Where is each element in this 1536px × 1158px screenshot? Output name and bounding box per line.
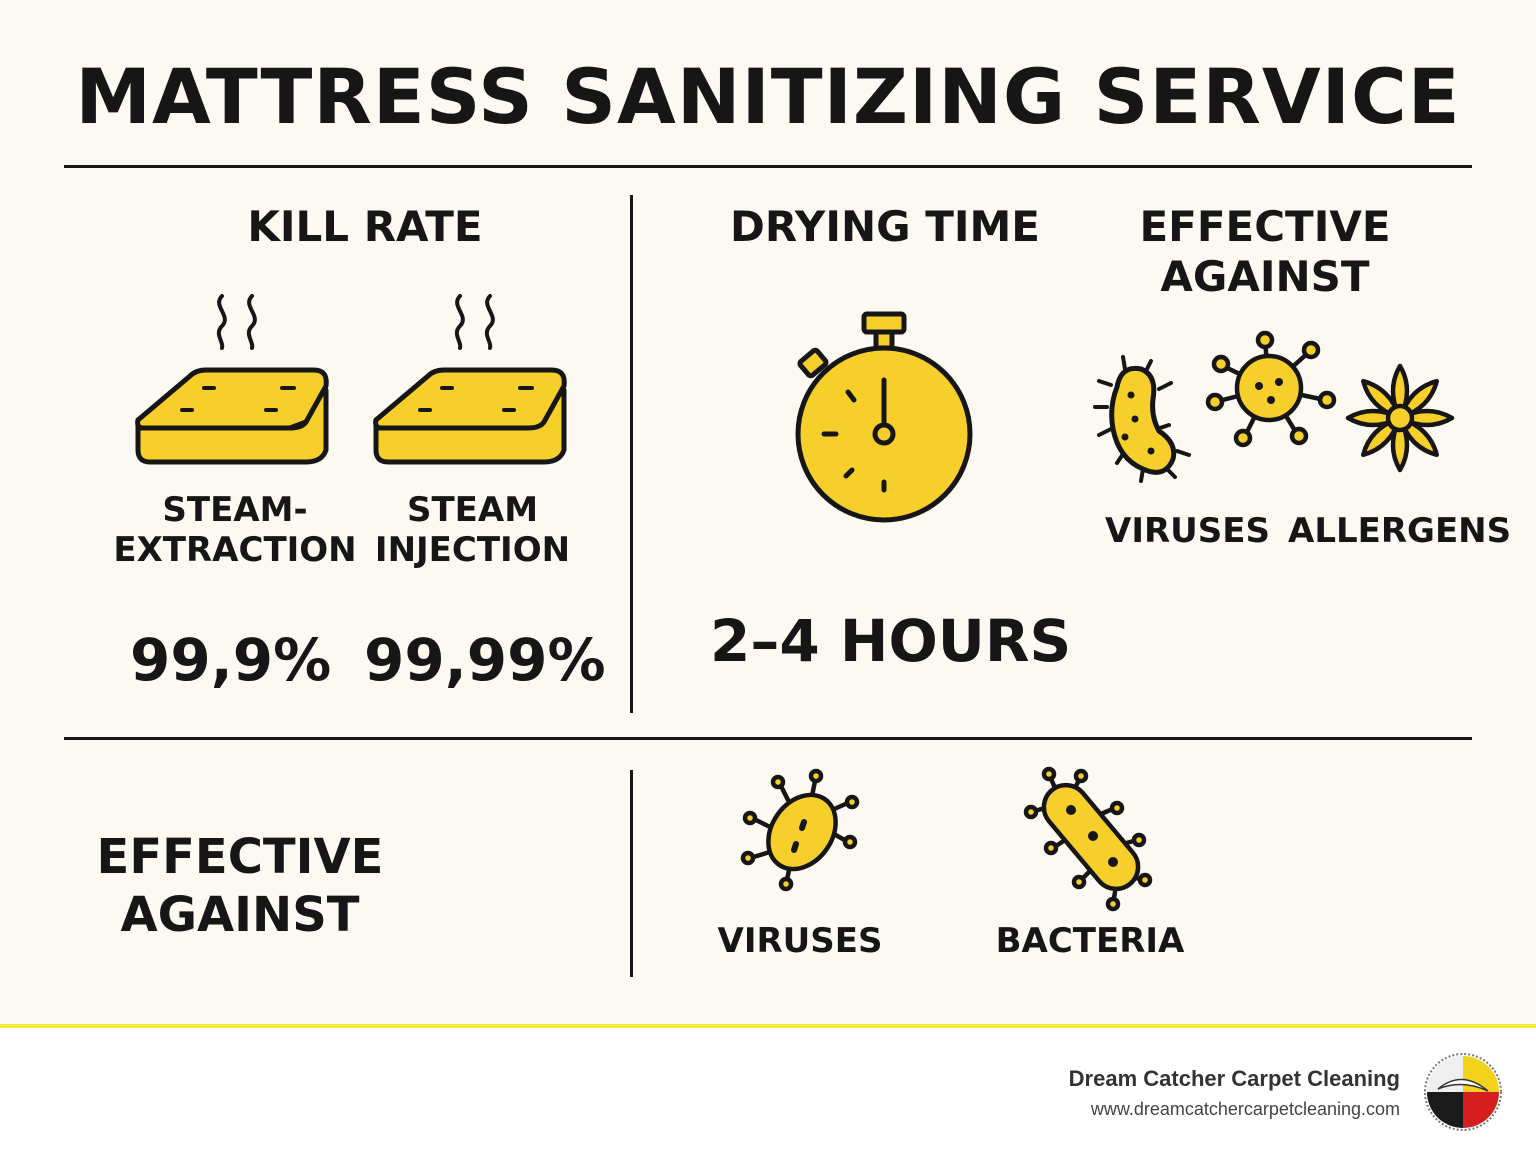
middle-divider [64, 737, 1472, 740]
company-url[interactable]: www.dreamcatchercarpetcleaning.com [1090, 1099, 1400, 1119]
top-divider [64, 165, 1472, 168]
virus-oval-icon [740, 768, 860, 892]
mattress-steam-icon [135, 294, 329, 465]
page-title: MATTRESS SANITIZING SERVICE [75, 52, 1461, 141]
company-name: Dream Catcher Carpet Cleaning [1068, 1066, 1400, 1091]
drying-time-heading: DRYING TIME [730, 202, 1040, 251]
steam-injection-kill-rate: 99,99% [364, 626, 606, 694]
allergens-label: ALLERGENS [1288, 511, 1512, 551]
bacteria-icon [1023, 766, 1153, 912]
virus-icon [1205, 330, 1337, 448]
bacteria-label: BACTERIA [995, 921, 1185, 961]
viruses-label-bottom: VIRUSES [717, 921, 883, 961]
lower-column-divider [630, 770, 633, 977]
steam-extraction-kill-rate: 99,9% [130, 626, 332, 694]
footer [0, 1024, 1536, 1158]
effective-against-heading-bottom: EFFECTIVE AGAINST [96, 829, 384, 943]
drying-time-value: 2–4 HOURS [710, 607, 1072, 675]
bacillus-icon [1093, 355, 1191, 483]
effective-against-heading-top: EFFECTIVE AGAINST [1139, 202, 1391, 301]
mattress-steam-icon [373, 294, 567, 465]
upper-column-divider [630, 195, 633, 713]
medicine-wheel-logo [1424, 1053, 1502, 1131]
viruses-label-top: VIRUSES [1105, 511, 1270, 551]
flower-icon [1345, 363, 1455, 473]
steam-injection-label: STEAM INJECTION [374, 490, 571, 570]
kill-rate-heading: KILL RATE [247, 202, 483, 251]
steam-extraction-label: STEAM- EXTRACTION [113, 490, 357, 570]
stopwatch-icon [795, 311, 973, 523]
